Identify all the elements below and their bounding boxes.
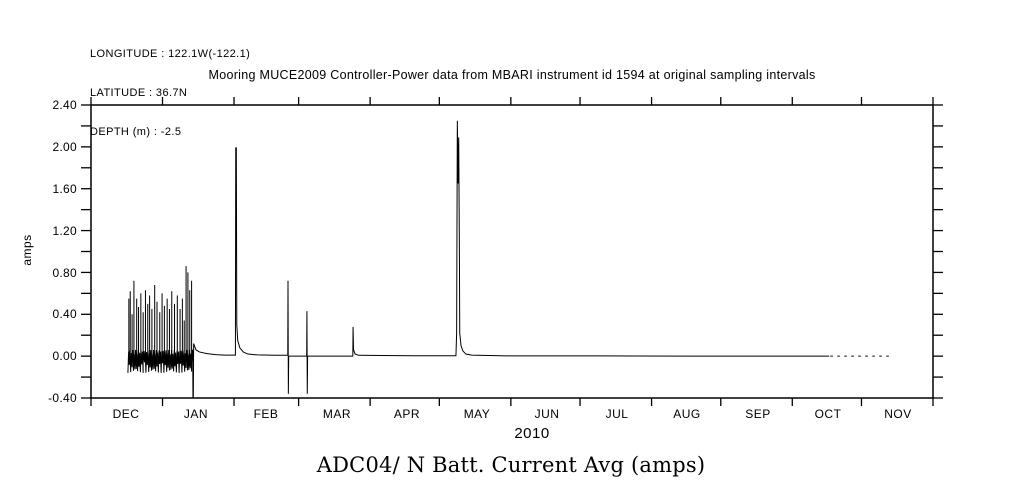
- x-tick-label-feb: FEB: [253, 407, 279, 421]
- y-tick-label: 1.60: [52, 182, 77, 196]
- y-tick-label: 0.00: [52, 349, 77, 363]
- x-tick-label-jan: JAN: [183, 407, 209, 421]
- metadata-block: LONGITUDE : 122.1W(-122.1) LATITUDE : 36…: [90, 22, 250, 165]
- x-tick-label-mar: MAR: [322, 407, 352, 421]
- y-tick-label: 1.20: [52, 224, 77, 238]
- y-tick-label: 2.40: [52, 98, 77, 112]
- plot-frame: [90, 104, 934, 399]
- x-tick-label-sep: SEP: [745, 407, 771, 421]
- x-tick-label-may: MAY: [463, 407, 491, 421]
- x-tick-label-jul: JUL: [605, 407, 629, 421]
- variable-title: ADC04/ N Batt. Current Avg (amps): [316, 453, 706, 477]
- y-tick-labels: 2.40 2.00 1.60 1.20 0.80 0.40 0.00 -0.40: [0, 0, 77, 504]
- y-tick-label: 0.80: [52, 266, 77, 280]
- x-tick-label-nov: NOV: [884, 407, 912, 421]
- latitude-text: LATITUDE : 36.7N: [90, 87, 188, 99]
- chart-title: Mooring MUCE2009 Controller-Power data f…: [208, 68, 816, 82]
- y-tick-label: 2.00: [52, 140, 77, 154]
- longitude-text: LONGITUDE : 122.1W(-122.1): [90, 48, 251, 60]
- depth-text: DEPTH (m) : -2.5: [90, 126, 182, 138]
- x-tick-label-jun: JUN: [534, 407, 560, 421]
- data-line: [127, 120, 830, 399]
- y-tick-label: 0.40: [52, 307, 77, 321]
- y-tick-label: -0.40: [48, 391, 77, 405]
- x-tick-label-dec: DEC: [112, 407, 140, 421]
- x-tick-label-oct: OCT: [814, 407, 842, 421]
- x-axis-year-label: 2010: [514, 425, 550, 442]
- x-tick-label-apr: APR: [393, 407, 421, 421]
- x-tick-label-aug: AUG: [673, 407, 701, 421]
